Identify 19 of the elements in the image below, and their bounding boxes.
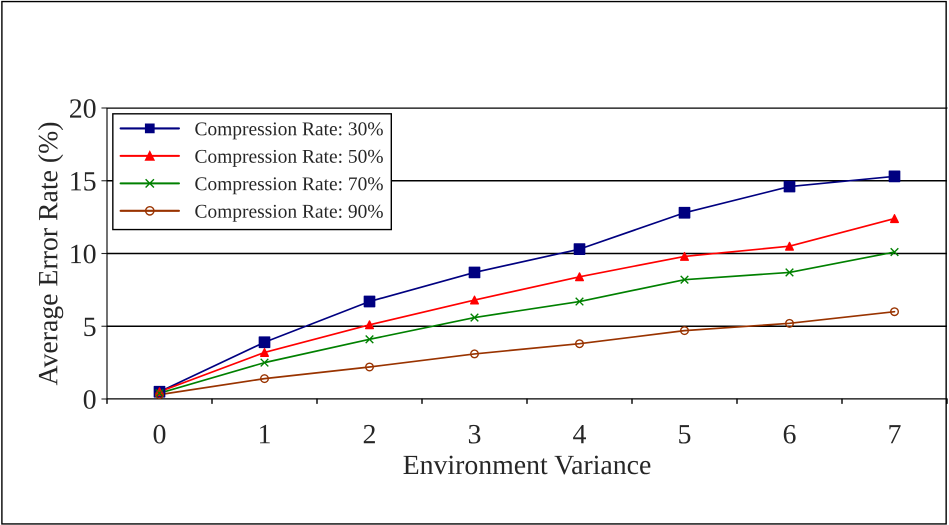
x-tick-label: 0 — [154, 424, 166, 444]
y-tick-label: 20 — [70, 99, 96, 118]
legend-label: Compression Rate: 70% — [195, 177, 383, 194]
y-tick-label: 0 — [84, 390, 96, 409]
x-tick-label: 5 — [679, 425, 690, 444]
x-tick-label: 3 — [468, 424, 480, 444]
y-tick-label: 10 — [71, 244, 96, 264]
x-tick-label: 2 — [364, 424, 375, 444]
y-tick-label: 5 — [84, 318, 96, 336]
y-axis-title: Average Error Rate (%) — [38, 122, 64, 386]
y-tick-label: 15 — [71, 172, 96, 191]
x-tick-label: 1 — [260, 424, 270, 444]
legend-label: Compression Rate: 50% — [195, 150, 383, 167]
x-tick-label: 6 — [784, 424, 796, 444]
legend-label: Compression Rate: 90% — [195, 204, 383, 222]
x-tick-label: 4 — [573, 424, 586, 444]
x-tick-label: 7 — [889, 425, 901, 444]
x-axis-title: Environment Variance — [403, 456, 650, 474]
legend-label: Compression Rate: 30% — [195, 122, 383, 140]
